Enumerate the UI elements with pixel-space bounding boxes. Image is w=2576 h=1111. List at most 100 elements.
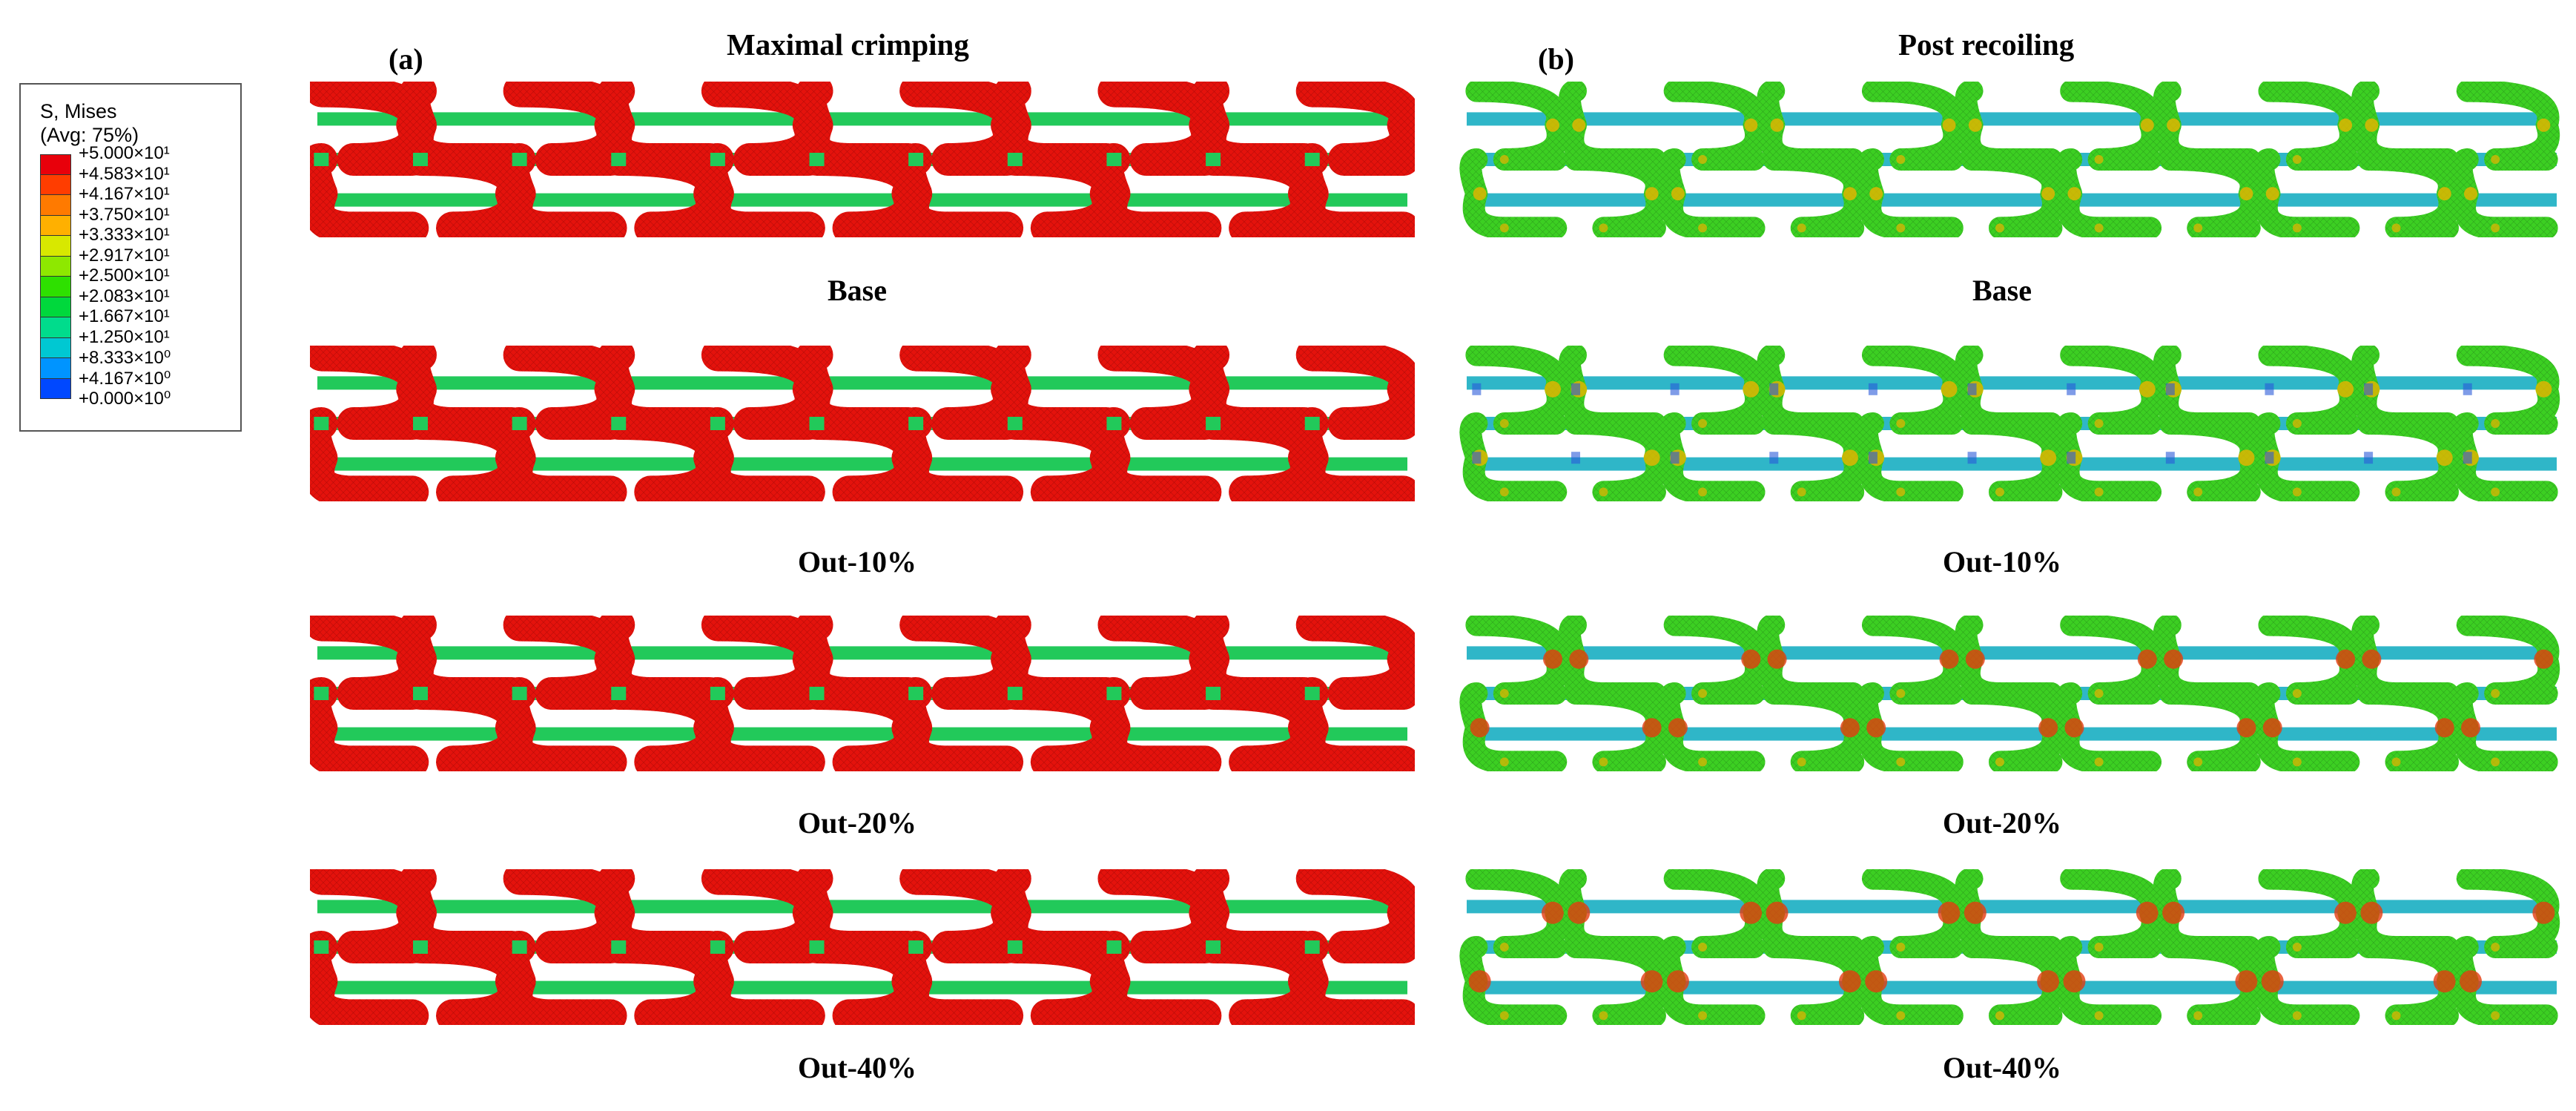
stent-ring [2252,346,2362,501]
caption-b-base: Base [1972,274,2032,307]
stent-ring [2153,616,2263,771]
stent-svg [1459,616,2560,771]
stent-maximal-crimping [310,346,1415,501]
legend-color-scale: +5.000×10¹ +4.583×10¹ +4.167×10¹ +3.750×10¹… [40,143,171,409]
stent-ring [2252,869,2362,1025]
legend-band [40,256,71,277]
stent-ring [2054,869,2164,1025]
legend-swatch [40,378,71,399]
legend-band [40,297,71,317]
stent-ring [1657,869,1767,1025]
stent-ring [1955,616,2064,771]
legend-label: +3.750×10¹ [79,204,170,225]
legend-swatch [40,358,71,379]
caption-b-out20: Out-20% [1943,806,2061,840]
caption-a-out20: Out-20% [798,806,917,840]
legend-band [40,358,71,379]
stent-ring [2450,346,2560,501]
stress-legend: S, Mises (Avg: 75%) +5.000×10¹ +4.583×10¹… [19,83,242,432]
stent-ring [2252,616,2362,771]
stent-svg [310,869,1415,1025]
stent-post-recoiling [1459,82,2564,237]
stent-svg [1459,869,2560,1025]
stent-ring [2351,82,2461,237]
stent-svg [310,346,1415,501]
stent-ring [1559,82,1668,237]
stent-ring [2351,616,2461,771]
legend-label: +1.667×10¹ [79,306,170,326]
stent-ring [2450,869,2560,1025]
stent-ring [595,82,729,237]
stent-ring [1289,616,1415,771]
stent-svg [1459,82,2560,237]
legend-swatch [40,195,71,216]
legend-swatch [40,236,71,257]
legend-band [40,277,71,297]
stent-ring [1955,869,2064,1025]
stent-ring [1855,869,1966,1025]
stent-ring [1559,616,1668,771]
legend-band [40,378,71,399]
stent-ring [1289,869,1415,1025]
stent-ring [1459,82,1569,237]
stent-ring [1289,82,1415,237]
stent-ring [2054,616,2164,771]
legend-label: +4.167×10¹ [79,184,170,204]
legend-title-line1: S, Mises [40,100,117,122]
legend-label: +3.333×10¹ [79,225,170,245]
stent-ring [1657,82,1767,237]
caption-b-out40: Out-40% [1943,1051,2061,1084]
legend-swatch [40,277,71,297]
legend-label: +4.167×10⁰ [79,368,171,389]
stent-maximal-crimping [310,82,1415,237]
legend-label: +8.333×10⁰ [79,348,171,368]
stent-ring [1757,869,1866,1025]
stent-ring [2450,82,2560,237]
stent-maximal-crimping [310,869,1415,1025]
stent-ring [2054,346,2164,501]
stent-ring [2153,869,2263,1025]
stent-ring [2450,616,2560,771]
legend-label: +2.917×10¹ [79,245,170,266]
stent-ring [1757,616,1866,771]
caption-a-out10: Out-10% [798,545,917,578]
stent-ring [2153,346,2263,501]
stent-ring [2351,869,2461,1025]
stent-svg [310,82,1415,237]
legend-swatch [40,297,71,317]
legend-band [40,317,71,338]
stent-ring [2054,82,2164,237]
stent-ring [1955,346,2064,501]
legend-swatch [40,256,71,277]
stent-ring [1855,346,1966,501]
stent-ring [1559,869,1668,1025]
legend-swatch [40,215,71,236]
legend-band [40,195,71,216]
legend-title: S, Mises (Avg: 75%) [40,99,139,147]
stent-ring [1757,346,1866,501]
panel-a-heading: Maximal crimping [727,27,969,62]
stent-ring [1855,616,1966,771]
stent-svg [310,616,1415,771]
stent-maximal-crimping [310,616,1415,771]
stent-ring [1855,82,1966,237]
legend-swatch [40,317,71,338]
stent-ring [1459,869,1569,1025]
legend-label: +4.583×10¹ [79,163,170,184]
legend-label: +1.250×10¹ [79,326,170,347]
stent-svg [1459,346,2560,501]
legend-label: +2.500×10¹ [79,266,170,286]
stent-ring [1757,82,1866,237]
panel-a-tag: (a) [389,42,423,76]
legend-band [40,154,71,175]
stent-ring [1955,82,2064,237]
stent-post-recoiling [1459,346,2564,501]
stent-ring [793,82,927,237]
caption-a-base: Base [828,274,887,307]
stent-ring [1657,616,1767,771]
legend-title-line2: (Avg: 75%) [40,124,139,146]
stent-ring [991,82,1125,237]
legend-band [40,174,71,195]
legend-swatch [40,337,71,358]
legend-label: +0.000×10⁰ [79,389,171,409]
